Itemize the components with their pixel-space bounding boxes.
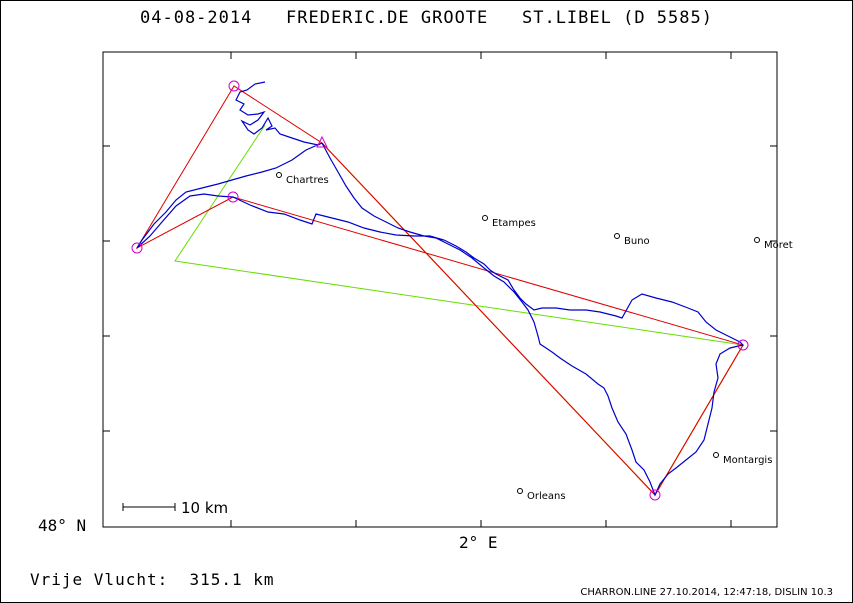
longitude-label: 2° E — [459, 533, 498, 552]
turnpoints — [131, 80, 749, 501]
scale-bar-label: 10 km — [181, 499, 228, 517]
start-marker — [316, 135, 328, 148]
latitude-label: 48° N — [38, 516, 87, 535]
axis-ticks — [103, 52, 777, 527]
plot-border — [102, 51, 778, 528]
fai-triangle — [174, 124, 744, 346]
flight-track — [136, 81, 745, 497]
town-label-montargis: Montargis — [723, 455, 772, 466]
town-label-etampes: Etampes — [492, 218, 536, 229]
scale-bar — [122, 503, 176, 511]
free-flight-distance: Vrije Vlucht: 315.1 km — [30, 570, 275, 589]
town-label-moret: Moret — [764, 240, 793, 251]
town-markers — [276, 172, 760, 494]
flight-title: 04-08-2014 FREDERIC.DE GROOTE ST.LIBEL (… — [140, 8, 713, 28]
town-label-orleans: Orleans — [527, 491, 566, 502]
credit-line: CHARRON.LINE 27.10.2014, 12:47:18, DISLI… — [580, 587, 833, 598]
town-label-buno: Buno — [624, 236, 650, 247]
task-route — [135, 85, 744, 496]
turnpoint-marker — [737, 339, 749, 351]
turnpoint-marker — [649, 489, 661, 501]
turnpoint-marker — [131, 242, 143, 254]
turnpoint-marker — [228, 80, 240, 92]
town-label-chartres: Chartres — [286, 175, 329, 186]
turnpoint-marker — [227, 191, 239, 203]
